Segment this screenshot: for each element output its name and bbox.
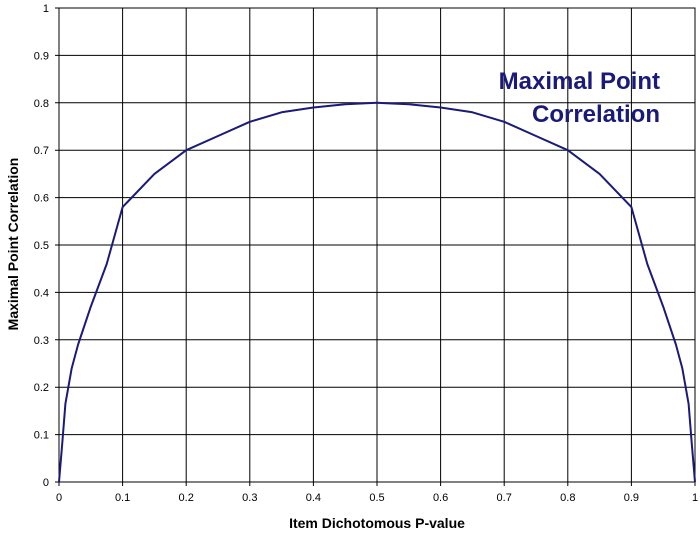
x-tick-label: 0.2 (179, 492, 194, 504)
x-tick-label: 0.8 (560, 492, 575, 504)
y-axis-title: Maximal Point Correlation (5, 158, 21, 331)
y-tick-label: 0.2 (34, 382, 49, 394)
annotation-line-1: Maximal Point (499, 68, 660, 95)
x-axis-title: Item Dichotomous P-value (289, 515, 465, 531)
tick-labels: 0 0.1 0.2 0.3 0.4 0.5 0.6 0.7 0.8 0.9 1 0 0.1 0.2 0.3 0… (34, 3, 698, 504)
x-tick-label: 0.3 (242, 492, 257, 504)
y-tick-label: 0.7 (34, 145, 49, 157)
y-tick-label: 0.3 (34, 335, 49, 347)
y-tick-label: 0.1 (34, 430, 49, 442)
y-tick-label: 0.4 (34, 287, 49, 299)
x-tick-label: 1 (692, 492, 698, 504)
y-tick-label: 0.6 (34, 193, 49, 205)
series-layer (58, 101, 696, 483)
y-tick-label: 0.5 (34, 240, 49, 252)
x-tick-label: 0.4 (306, 492, 321, 504)
x-tick-label: 0.6 (433, 492, 448, 504)
x-tick-label: 0.1 (115, 492, 130, 504)
y-tick-label: 1 (43, 3, 49, 15)
x-tick-label: 0.9 (624, 492, 639, 504)
y-tick-label: 0 (43, 477, 49, 489)
x-tick-label: 0.7 (497, 492, 512, 504)
x-tick-label: 0 (56, 492, 62, 504)
y-tick-label: 0.8 (34, 98, 49, 110)
y-tick-label: 0.9 (34, 50, 49, 62)
annotation-line-2: Correlation (532, 101, 660, 128)
grid (55, 7, 696, 486)
x-tick-label: 0.5 (369, 492, 384, 504)
series-line-0 (58, 101, 696, 483)
